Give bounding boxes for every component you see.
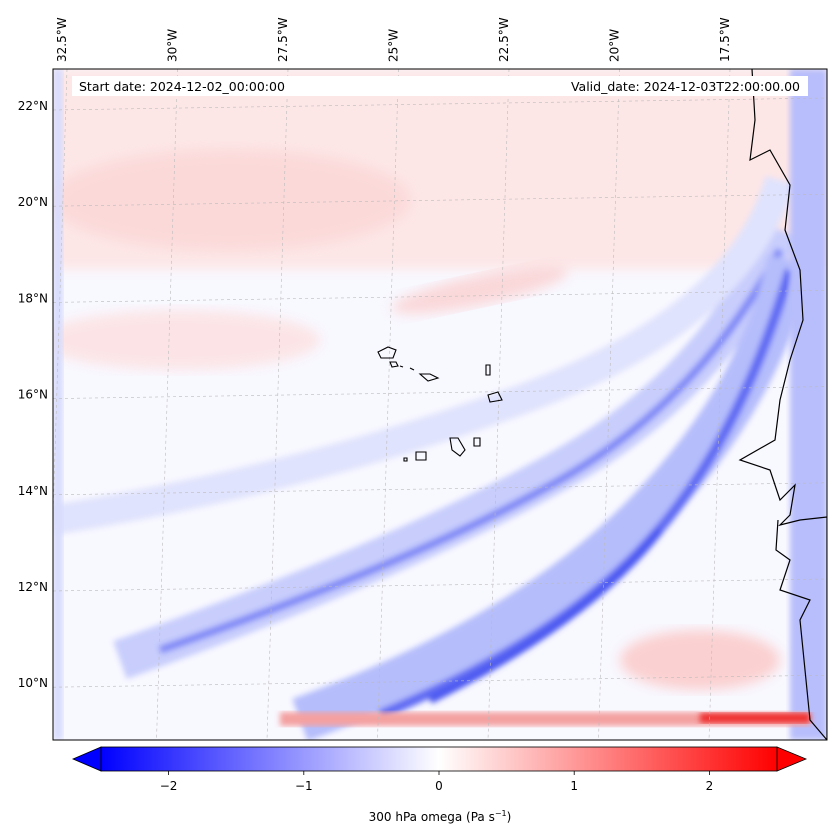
omega-field <box>53 69 827 740</box>
colorbar-tick-label: −1 <box>295 779 313 793</box>
ascent-bands <box>53 175 812 740</box>
colorbar-tick-label: 1 <box>570 779 578 793</box>
lat-tick-label: 20°N <box>18 195 48 209</box>
lon-tick-label: 32.5°W <box>55 17 69 62</box>
meridian-line <box>487 69 510 740</box>
graticule <box>53 69 827 740</box>
lon-tick-label: 27.5°W <box>276 17 290 62</box>
meridian-line <box>598 69 620 740</box>
lon-tick-label: 25°W <box>387 29 401 62</box>
meridian-line <box>708 69 731 740</box>
lon-tick-label: 22.5°W <box>497 17 511 62</box>
map-frame <box>52 68 828 741</box>
colorbar-tick-label: 2 <box>706 779 714 793</box>
lat-tick-label: 16°N <box>18 388 48 402</box>
colorbar-tick-label: 0 <box>435 779 443 793</box>
meridian-line <box>156 69 178 740</box>
colorbar: −2 −1 0 1 2 300 hPa omega (Pa s−1) <box>71 746 808 824</box>
lat-tick-label: 18°N <box>18 291 48 305</box>
valid-date-label: Valid_date: 2024-12-03T22:00:00.00 <box>571 79 800 94</box>
meridian-line <box>377 69 399 740</box>
lat-tick-label: 12°N <box>18 580 48 594</box>
colorbar-body <box>100 746 778 772</box>
lat-tick-label: 10°N <box>18 676 48 690</box>
colorbar-tick-label: −2 <box>160 779 178 793</box>
lon-tick-label: 30°W <box>166 29 180 62</box>
colorbar-extend-low <box>71 746 102 772</box>
start-date-label: Start date: 2024-12-02_00:00:00 <box>79 79 285 94</box>
lat-tick-label: 14°N <box>18 484 48 498</box>
colorbar-label: 300 hPa omega (Pa s−1) <box>369 809 512 824</box>
lon-tick-label: 17.5°W <box>718 17 732 62</box>
colorbar-extend-high <box>776 746 808 772</box>
cape-verde-islands <box>377 346 503 462</box>
header-box <box>72 76 808 96</box>
lat-tick-label: 22°N <box>18 99 48 113</box>
africa-coastline <box>738 69 827 740</box>
meridian-line <box>266 69 289 740</box>
lon-tick-label: 20°W <box>608 29 622 62</box>
